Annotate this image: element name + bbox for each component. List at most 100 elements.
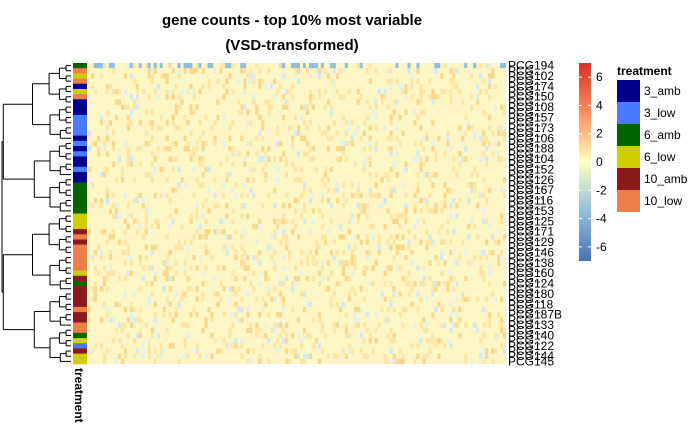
heatmap-cell [401, 244, 405, 251]
heatmap-cell [359, 94, 363, 100]
heatmap-cell [102, 171, 107, 178]
heatmap-cell [497, 312, 501, 318]
heatmap-cell [341, 140, 345, 147]
heatmap-cell [183, 68, 187, 74]
heatmap-cell [455, 312, 459, 318]
heatmap-cell [222, 218, 226, 225]
heatmap-cell [422, 171, 426, 178]
heatmap-cell [479, 353, 483, 360]
heatmap-cell [234, 151, 238, 157]
heatmap-cell [341, 192, 345, 199]
heatmap-cell [503, 234, 507, 240]
row-label: PCG125 [508, 214, 554, 228]
heatmap-cell [416, 99, 420, 105]
heatmap-cell [374, 99, 378, 105]
heatmap-cell [446, 140, 450, 147]
heatmap-cell [350, 140, 354, 147]
heatmap-cell [485, 146, 489, 152]
heatmap-cell [198, 234, 202, 240]
heatmap-cell [279, 322, 283, 328]
heatmap-cell [482, 140, 486, 147]
heatmap-cell [341, 265, 345, 271]
heatmap-cell [389, 187, 393, 193]
heatmap-cell [177, 63, 181, 69]
heatmap-cell [123, 275, 128, 282]
heatmap-cell [362, 353, 366, 360]
heatmap-cell [255, 239, 259, 245]
heatmap-cell [165, 265, 169, 271]
heatmap-cell [225, 177, 229, 183]
heatmap-cell [99, 73, 104, 79]
heatmap-cell [320, 68, 325, 74]
heatmap-cell [297, 317, 301, 323]
heatmap-cell [168, 146, 172, 152]
legend-label: 3_amb [644, 84, 681, 98]
heatmap-cell [294, 280, 298, 287]
heatmap-cell [264, 156, 268, 162]
heatmap-cell [183, 63, 187, 69]
annotation-cell [73, 306, 87, 313]
heatmap-cell [302, 151, 307, 157]
heatmap-cell [201, 327, 205, 334]
heatmap-cell [102, 229, 107, 235]
heatmap-cell [138, 286, 142, 292]
heatmap-cell [243, 275, 247, 282]
heatmap-cell [108, 234, 113, 240]
heatmap-cell [488, 83, 492, 90]
heatmap-cell [165, 255, 169, 261]
heatmap-cell [392, 358, 396, 365]
heatmap-cell [323, 130, 328, 136]
heatmap-cell [500, 213, 504, 219]
heatmap-cell [126, 125, 130, 131]
heatmap-cell [464, 296, 468, 302]
heatmap-cell [258, 327, 262, 334]
heatmap-cell [195, 296, 199, 302]
heatmap-cell [404, 161, 408, 167]
heatmap-cell [138, 192, 142, 199]
heatmap-cell [180, 223, 184, 230]
heatmap-cell [240, 338, 244, 344]
heatmap-cell [476, 99, 480, 105]
heatmap-cell [111, 68, 116, 74]
heatmap-cell [311, 343, 316, 349]
heatmap-cell [317, 208, 322, 214]
heatmap-cell [246, 177, 250, 183]
heatmap-cell [488, 187, 492, 193]
heatmap-cell [90, 63, 95, 69]
heatmap-cell [144, 171, 148, 178]
heatmap-cell [473, 135, 477, 142]
heatmap-cell [368, 146, 372, 152]
heatmap-cell [231, 161, 235, 167]
heatmap-cell [165, 94, 169, 100]
heatmap-cell [299, 177, 304, 183]
heatmap-cell [147, 63, 151, 69]
heatmap-cell [395, 218, 399, 225]
heatmap-cell [147, 265, 151, 271]
heatmap-cell [389, 358, 393, 365]
heatmap-cell [443, 260, 447, 266]
heatmap-cell [446, 338, 450, 344]
heatmap-cell [141, 265, 145, 271]
heatmap-cell [308, 197, 313, 204]
heatmap-cell [228, 234, 232, 240]
heatmap-cell [497, 332, 501, 339]
heatmap-cell [353, 322, 357, 328]
heatmap-cell [105, 135, 110, 142]
heatmap-cell [264, 99, 268, 105]
row-label: PCG129 [508, 235, 554, 249]
heatmap-cell [285, 338, 289, 344]
heatmap-cell [350, 348, 354, 354]
heatmap-cell [165, 301, 169, 308]
heatmap-cell [386, 146, 390, 152]
heatmap-cell [129, 312, 133, 318]
heatmap-cell [255, 109, 259, 116]
heatmap-cell [365, 255, 369, 261]
heatmap-cell [377, 249, 381, 256]
heatmap-cell [482, 332, 486, 339]
heatmap-cell [99, 197, 104, 204]
row-label: PCG116 [508, 194, 553, 208]
heatmap-cell [431, 291, 435, 297]
heatmap-cell [88, 166, 92, 173]
heatmap-cell [365, 68, 369, 74]
heatmap-cell [183, 291, 187, 297]
